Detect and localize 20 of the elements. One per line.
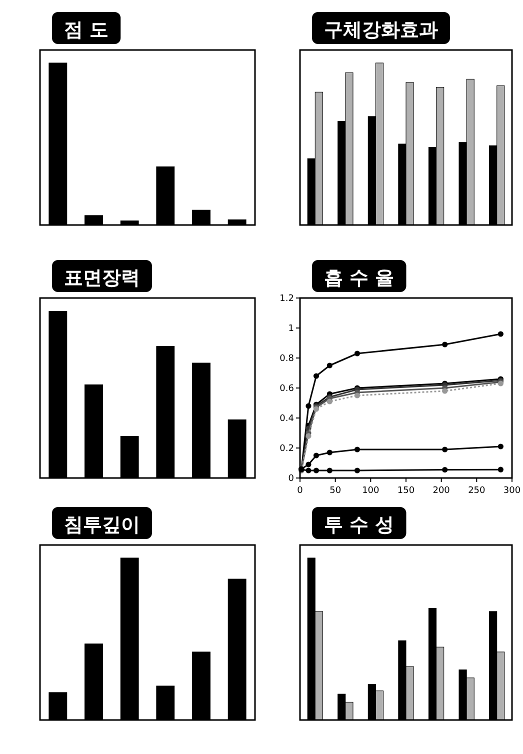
y-tick-label: 1 [288, 324, 294, 334]
x-tick-label: 300 [503, 486, 521, 496]
x-tick-label: 50 [330, 486, 342, 496]
chart-title: 흡 수 율 [324, 267, 394, 289]
x-tick-label: 150 [397, 486, 415, 496]
y-tick-label: 0 [288, 474, 294, 484]
y-tick-label: 0.8 [280, 354, 294, 364]
y-tick-label: 0.4 [280, 414, 294, 424]
x-tick-label: 250 [468, 486, 486, 496]
x-tick-label: 100 [362, 486, 380, 496]
x-tick-label: 200 [432, 486, 450, 496]
y-tick-label: 0.2 [280, 444, 294, 454]
y-tick-label: 1.2 [280, 294, 294, 304]
chart-title: 침투깊이 [64, 514, 140, 536]
x-tick-label: 0 [297, 486, 304, 496]
chart-title: 구체강화효과 [324, 19, 438, 41]
chart-title: 점 도 [64, 19, 109, 41]
y-tick-label: 0.6 [280, 384, 294, 394]
chart-title: 표면장력 [64, 267, 140, 289]
chart-title: 투 수 성 [324, 514, 394, 536]
